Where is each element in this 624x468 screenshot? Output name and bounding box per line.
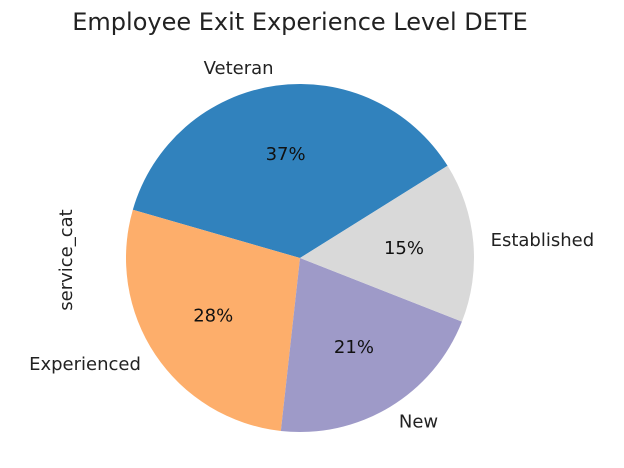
- pie-slice-established: [300, 165, 474, 322]
- pie-slices: [125, 84, 474, 432]
- pie-category-label-new: New: [399, 411, 438, 432]
- pie-category-label-experienced: Experienced: [29, 354, 141, 375]
- pie-percent-label-new: 21%: [334, 337, 374, 358]
- pie-category-label-established: Established: [491, 230, 595, 251]
- pie-labels: 37% Veteran 28% Experienced 21% New 15% Establi…: [29, 58, 594, 432]
- pie-slice-experienced: [125, 209, 300, 431]
- y-axis-label: service_cat: [56, 209, 77, 310]
- pie-slice-new: [280, 258, 462, 432]
- pie-percent-label-experienced: 28%: [193, 306, 233, 327]
- pie-percent-label-established: 15%: [384, 238, 424, 259]
- pie-slice-veteran: [132, 84, 448, 259]
- pie-category-label-veteran: Veteran: [204, 58, 274, 79]
- chart-title: Employee Exit Experience Level DETE: [72, 8, 527, 36]
- pie-percent-label-veteran: 37%: [266, 144, 306, 165]
